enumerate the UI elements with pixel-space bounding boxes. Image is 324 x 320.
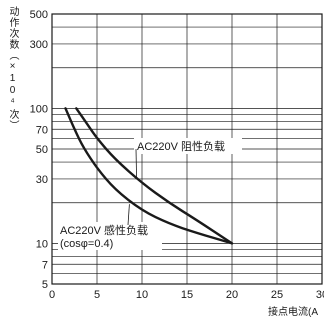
annotation-resistive: AC220V 阻性负载 [137,139,225,153]
x-tick-label: 10 [136,289,148,301]
annotation-background [58,222,162,250]
series-curves [64,107,234,245]
y-tick-label: 30 [36,174,48,186]
y-tick-label: 10 [36,238,48,250]
x-tick-label: 15 [181,289,193,301]
x-tick-label: 0 [49,289,55,301]
series-line-resistive [75,107,234,245]
tick-labels: 5710305070100300500051015202530 [30,9,324,301]
annotation-leader-line [127,204,130,226]
y-tick-label: 7 [42,259,48,271]
x-tick-label: 5 [94,289,100,301]
annotation-inductive: AC220V 感性负载 [60,223,148,237]
annotation-background [134,138,242,154]
y-tick-label: 100 [30,103,48,115]
y-tick-label: 70 [36,124,48,136]
annotation-cosphi: (cosφ=0.4) [60,238,113,250]
annotations: AC220V 阻性负载 AC220V 感性负载(cosφ=0.4) [58,138,242,250]
y-tick-label: 50 [36,144,48,156]
series-line-inductive [64,107,234,245]
y-tick-label: 5 [42,279,48,291]
grid [52,14,322,284]
y-tick-label: 500 [30,9,48,21]
plot-frame [51,13,323,285]
x-tick-label: 20 [226,289,238,301]
y-tick-label: 300 [30,39,48,51]
x-tick-label: 30 [316,289,324,301]
x-axis-label: 接点电流(A [268,307,318,318]
x-tick-label: 25 [271,289,283,301]
annotation-leader-line [135,148,137,179]
y-axis-label: 动作次数（×10⁴次） [7,6,18,131]
